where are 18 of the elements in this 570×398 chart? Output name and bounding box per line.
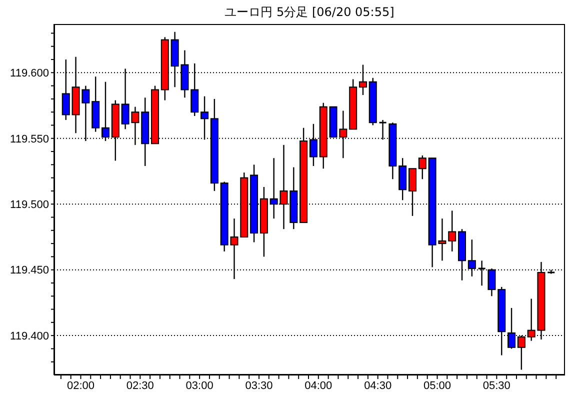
y-tick-label: 119.600: [10, 68, 49, 80]
chart-title: ユーロ円 5分足 [06/20 05:55]: [224, 4, 396, 20]
candlestick: [200, 96, 209, 140]
x-tick-label: 04:30: [364, 380, 392, 392]
x-tick-label: 05:30: [482, 380, 510, 392]
x-tick-label: 04:00: [304, 380, 332, 392]
x-tick-label: 03:00: [186, 380, 214, 392]
y-tick-label: 119.500: [10, 199, 49, 212]
y-tick-label: 119.400: [10, 330, 49, 342]
x-tick-label: 02:00: [66, 380, 95, 392]
candlestick: [398, 157, 407, 201]
x-tick-label: 03:30: [245, 380, 273, 392]
y-tick-label: 119.450: [10, 264, 49, 277]
y-tick-label: 119.550: [10, 133, 49, 146]
candlestick: [418, 154, 426, 180]
x-tick-label: 02:30: [126, 380, 154, 392]
x-tick-label: 05:00: [423, 380, 452, 392]
candlestick: [448, 210, 456, 252]
